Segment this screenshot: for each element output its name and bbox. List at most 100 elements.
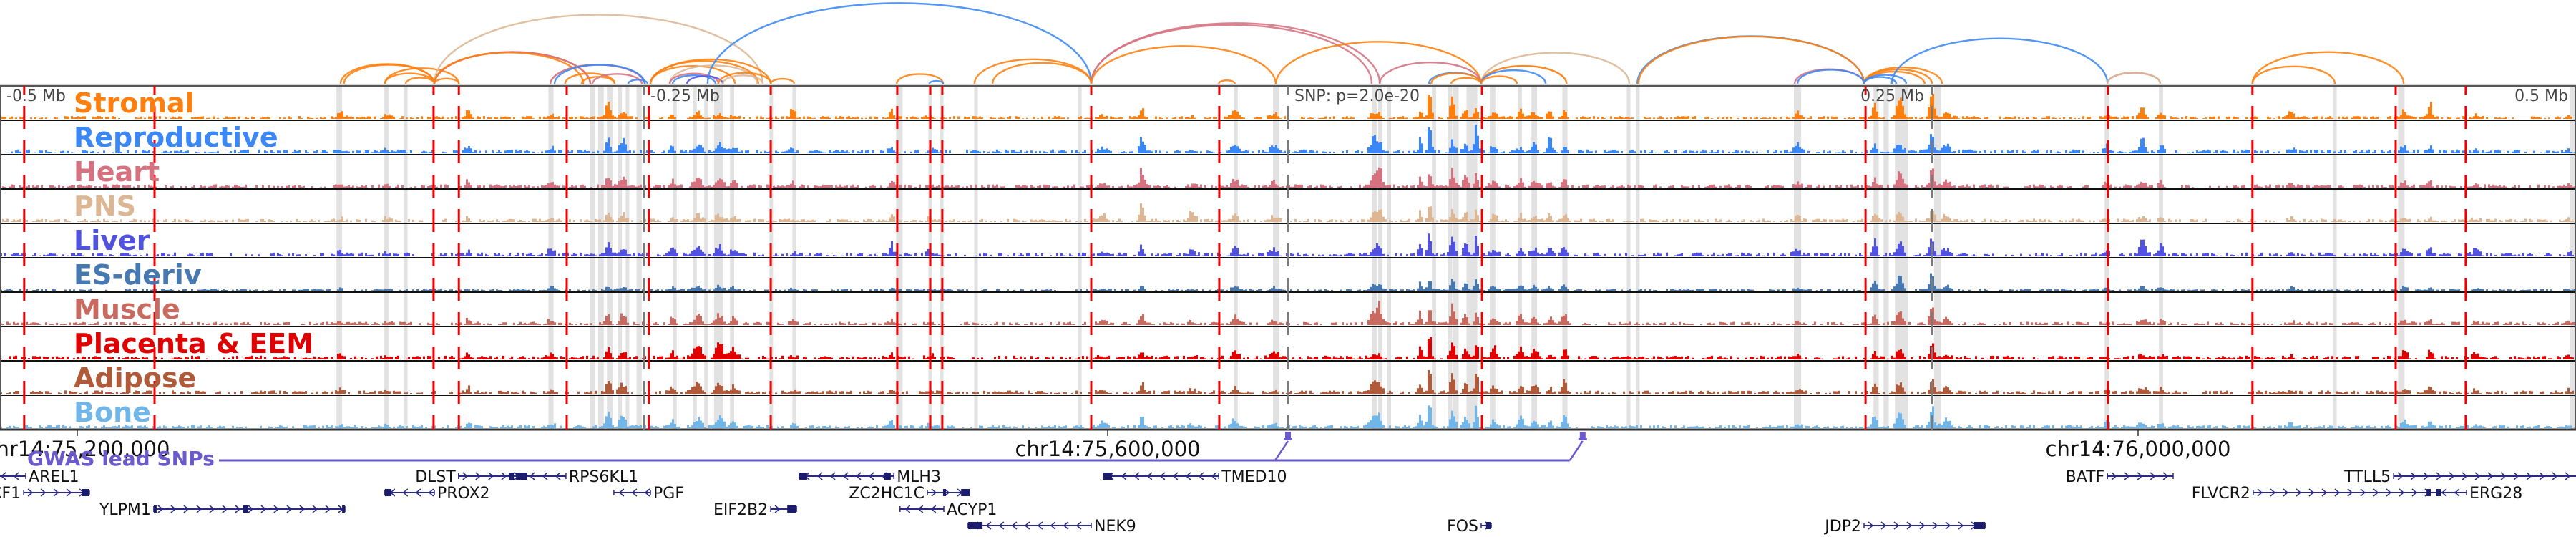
- interaction-arc-reproductive: [1636, 35, 1865, 84]
- gene-label: CF1: [0, 485, 21, 503]
- gene-exon: [1974, 522, 1986, 529]
- interaction-arc-stromal: [991, 62, 1093, 84]
- strand-reverse-arrows: [904, 505, 937, 513]
- track-label-liver: Liver: [74, 225, 150, 256]
- gene-label: NEK9: [1094, 518, 1136, 536]
- gene-exon: [525, 473, 527, 480]
- track-label-bone: Bone: [74, 397, 151, 428]
- track-label-muscle: Muscle: [74, 294, 180, 325]
- interaction-arc-stromal: [433, 77, 460, 84]
- interaction-arc-stromal: [2251, 51, 2405, 84]
- interaction-arc-stromal: [1090, 45, 1277, 84]
- interaction-arc-stromal: [769, 77, 796, 84]
- interaction-arc-reproductive: [553, 64, 646, 84]
- gene-label: EIF2B2: [713, 501, 768, 519]
- gene-label: DLST: [415, 468, 456, 486]
- interaction-arc-liver: [686, 75, 724, 84]
- gene-exon: [342, 505, 346, 513]
- gene-acyp1: ACYP1: [899, 501, 997, 519]
- offset-labels: -0.5 Mb -0.25 Mb SNP: p=2.0e-20 0.25 Mb …: [6, 87, 2568, 105]
- offset-label-minus-0-25: -0.25 Mb: [650, 87, 720, 105]
- gene-exon: [153, 505, 157, 513]
- gwas-connector-diagonal: [1274, 440, 1289, 461]
- gene-erg28: ERG28: [2436, 485, 2522, 503]
- coordinate-axis: chr14:75,200,000 chr14:75,600,000 chr14:…: [0, 430, 2230, 461]
- gene-label: PROX2: [437, 485, 490, 503]
- offset-lines: [643, 86, 1933, 430]
- gene-label: MLH3: [897, 468, 941, 486]
- interaction-arc-stromal: [1480, 64, 1568, 84]
- gene-exon: [2436, 489, 2441, 496]
- gene-label: ZC2HC1C: [849, 485, 924, 503]
- gwas-track: GWAS lead SNPs: [27, 432, 1587, 470]
- gene-prox2: PROX2: [384, 485, 490, 503]
- offset-label-0-25: 0.25 Mb: [1860, 87, 1924, 105]
- gene-exon: [384, 489, 391, 496]
- track-label-heart: Heart: [74, 156, 160, 188]
- track-labels: Stromal Reproductive Heart PNS Liver ES-…: [74, 87, 313, 428]
- strand-forward-arrows: [27, 488, 85, 497]
- gene-label: YLPM1: [99, 501, 151, 519]
- track-label-placenta-eem: Placenta & EEM: [74, 328, 313, 359]
- interaction-arc-stromal: [1450, 77, 1483, 84]
- gene-label: JDP2: [1823, 518, 1861, 536]
- gene-rps6kl1: RPS6KL1: [524, 468, 638, 486]
- track-label-adipose: Adipose: [74, 362, 196, 394]
- gene-exon: [509, 473, 514, 480]
- signal-track-liver: [0, 233, 2574, 256]
- gene-mlh3: MLH3: [799, 468, 941, 486]
- strand-forward-arrows: [2397, 472, 2571, 480]
- gene-label: TTLL5: [2343, 468, 2391, 486]
- track-label-stromal: Stromal: [74, 87, 195, 119]
- gene-label: AREL1: [29, 468, 79, 486]
- strand-forward-arrows: [462, 472, 519, 480]
- interaction-arc-stromal: [1480, 75, 1518, 84]
- gene-label: ERG28: [2469, 485, 2522, 503]
- gwas-snp-marker-base: [1578, 438, 1587, 440]
- interaction-arc-heart: [591, 73, 643, 84]
- gene-ttll5: TTLL5: [2343, 468, 2576, 486]
- interaction-arc-stromal: [1637, 35, 1865, 84]
- signal-track-pns: [2, 203, 2574, 222]
- interaction-arc-pns: [433, 14, 764, 84]
- interaction-arc-stromal: [1218, 79, 1236, 84]
- track-label-pns: PNS: [74, 190, 136, 222]
- offset-label-0-5: 0.5 Mb: [2514, 87, 2568, 105]
- interaction-arc-stromal: [404, 77, 436, 84]
- interaction-arc-stromal: [384, 67, 460, 84]
- gene-ylpm1: YLPM1: [99, 501, 346, 519]
- gene-track: AREL1 DLST RPS6KL1 MLH3 TMED10 BATF TTLL5 CF1 PR…: [0, 468, 2576, 536]
- interaction-arc-pns: [722, 74, 764, 84]
- gene-pgf: PGF: [613, 485, 684, 503]
- gwas-snp-marker: [1285, 432, 1291, 439]
- signal-track-placenta-eem: [0, 337, 2574, 359]
- signal-track-stromal: [0, 93, 2572, 119]
- gene-exon: [1485, 522, 1491, 529]
- gene-tmed10: TMED10: [1103, 468, 1287, 486]
- signal-track-reproductive: [6, 124, 2576, 153]
- gene-label: FLVCR2: [2192, 485, 2250, 503]
- gene-label: FOS: [1447, 518, 1478, 536]
- interaction-arc-stromal: [1430, 72, 1483, 84]
- gene-label: ACYP1: [947, 501, 997, 519]
- gene-zc2hc1c: ZC2HC1C: [849, 485, 970, 503]
- interaction-arc-pns: [1480, 64, 1568, 84]
- interaction-arc-reproductive: [928, 79, 945, 84]
- gene-dlst: DLST: [415, 468, 525, 486]
- gene-batf: BATF: [2066, 468, 2174, 486]
- interaction-arc-reproductive: [1863, 76, 1898, 84]
- gene-exon: [961, 489, 970, 496]
- coordinate-label-75600000: chr14:75,600,000: [1015, 437, 1201, 461]
- coordinate-label-76000000: chr14:76,000,000: [2046, 437, 2231, 461]
- gene-exon: [516, 473, 525, 480]
- gene-flvcr2: FLVCR2: [2192, 485, 2437, 503]
- gene-exon: [799, 473, 807, 480]
- interaction-arcs: [339, 2, 2405, 84]
- signal-track-adipose: [0, 370, 2574, 394]
- interaction-arc-reproductive: [1890, 37, 2109, 84]
- gwas-snp-marker-base: [1284, 438, 1292, 440]
- gene-label: PGF: [653, 485, 684, 503]
- interaction-arc-stromal: [1274, 41, 1483, 84]
- interaction-arc-reproductive: [1480, 69, 1547, 84]
- gene-exon: [787, 505, 796, 513]
